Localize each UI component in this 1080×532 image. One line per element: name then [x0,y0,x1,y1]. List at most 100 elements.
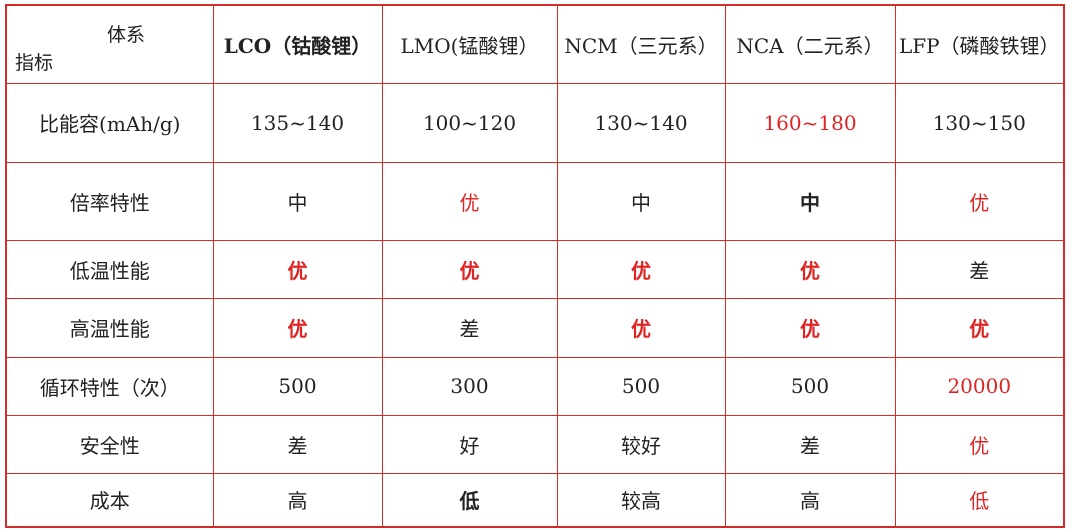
column-header-lfp: LFP（磷酸铁锂） [894,4,1065,84]
row-label-cell: 安全性 [5,414,214,474]
cell-value: 高 [800,489,820,514]
cell-value: 优 [287,317,308,342]
table-cell: 较高 [556,472,726,528]
column-header-ncm: NCM（三元系） [556,4,726,84]
table-cell: 优 [894,161,1065,241]
table-cell: 低 [381,472,558,528]
corner-metric-label: 指标 [15,52,54,74]
column-header-label: NCM（三元系） [564,33,718,58]
table-cell: 差 [724,414,896,474]
table-cell: 优 [212,239,383,299]
cell-value: 500 [621,374,661,399]
table-cell: 优 [724,297,896,358]
table-cell: 135~140 [212,82,383,163]
table-cell: 优 [556,239,726,299]
table-cell: 中 [212,161,383,241]
comparison-table: 体系 指标 LCO（钴酸锂） LMO(锰酸锂） NCM（三元系） NCA（二元系… [5,4,1065,528]
table-body: 比能容(mAh/g) 135~140 100~120 130~140 160~180 13… [5,82,1065,528]
cell-value: 优 [800,258,820,283]
cell-value: 160~180 [763,110,857,135]
table-row: 安全性 差 好 较好 差 优 [5,414,1065,474]
table-cell: 较好 [556,414,726,474]
table-cell: 300 [381,356,558,416]
cell-value: 低 [459,489,480,514]
row-label-cell: 循环特性（次） [5,356,214,416]
cell-value: 300 [450,374,489,399]
table-cell: 中 [724,161,896,241]
column-header-nca: NCA（二元系） [724,4,896,84]
cell-value: 中 [287,190,308,215]
column-header-lco: LCO（钴酸锂） [212,4,383,84]
cell-value: 135~140 [250,110,345,135]
table-cell: 好 [381,414,558,474]
table-cell: 优 [381,161,558,241]
table-cell: 高 [724,472,896,528]
row-label: 低温性能 [69,258,150,283]
table-cell: 100~120 [381,82,558,163]
table-cell: 低 [894,472,1065,528]
table-cell: 差 [212,414,383,474]
header-row: 体系 指标 LCO（钴酸锂） LMO(锰酸锂） NCM（三元系） NCA（二元系… [5,4,1065,84]
table-row: 低温性能 优 优 优 优 差 [5,239,1065,299]
table-cell: 优 [381,239,558,299]
table-cell: 130~140 [556,82,726,163]
row-label: 比能容(mAh/g) [39,112,181,137]
cell-value: 优 [631,317,651,342]
cell-value: 中 [631,190,651,215]
cell-value: 好 [459,433,480,458]
column-header-label: LMO(锰酸锂） [400,33,539,58]
row-label-cell: 倍率特性 [5,161,214,241]
cell-value: 中 [800,190,820,215]
cell-value: 500 [790,374,830,399]
table-cell: 优 [724,239,896,299]
row-label-cell: 成本 [5,472,214,528]
column-header-label: NCA（二元系） [736,33,884,58]
cell-value: 500 [278,374,317,399]
row-label: 成本 [89,489,130,514]
table-row: 高温性能 优 差 优 优 优 [5,297,1065,358]
table-cell: 优 [894,297,1065,358]
table-cell: 500 [556,356,726,416]
row-label-cell: 比能容(mAh/g) [5,82,214,163]
row-label: 安全性 [79,433,140,458]
cell-value: 较高 [621,489,661,514]
cell-value: 较好 [621,433,661,458]
table-cell: 500 [212,356,383,416]
cell-value: 优 [459,258,480,283]
cell-value: 20000 [947,374,1012,399]
cell-value: 差 [800,433,820,458]
column-header-label: LCO（钴酸锂） [223,33,372,58]
corner-header-cell: 体系 指标 [5,4,214,84]
cell-value: 差 [969,258,990,283]
table-cell: 高 [212,472,383,528]
table-cell: 20000 [894,356,1065,416]
cell-value: 优 [969,317,990,342]
cell-value: 优 [969,190,990,215]
row-label-cell: 低温性能 [5,239,214,299]
cell-value: 优 [459,190,480,215]
table-cell: 中 [556,161,726,241]
column-header-label: LFP（磷酸铁锂） [898,33,1060,58]
table-row: 倍率特性 中 优 中 中 优 [5,161,1065,241]
cell-value: 低 [969,489,990,514]
table-row: 比能容(mAh/g) 135~140 100~120 130~140 160~180 13… [5,82,1065,163]
table-cell: 500 [724,356,896,416]
cell-value: 130~150 [932,110,1026,135]
row-label: 高温性能 [69,317,150,342]
table-row: 循环特性（次） 500 300 500 500 20000 [5,356,1065,416]
cell-value: 优 [631,258,651,283]
cell-value: 差 [287,433,308,458]
cell-value: 优 [969,433,990,458]
cell-value: 优 [287,258,308,283]
cell-value: 高 [287,489,308,514]
cell-value: 差 [459,317,480,342]
cell-value: 100~120 [422,110,517,135]
corner-system-label: 体系 [107,24,146,46]
column-header-lmo: LMO(锰酸锂） [381,4,558,84]
cell-value: 130~140 [594,110,688,135]
cell-value: 优 [800,317,820,342]
row-label: 倍率特性 [69,190,150,215]
table-cell: 优 [212,297,383,358]
table-row: 成本 高 低 较高 高 低 [5,472,1065,528]
